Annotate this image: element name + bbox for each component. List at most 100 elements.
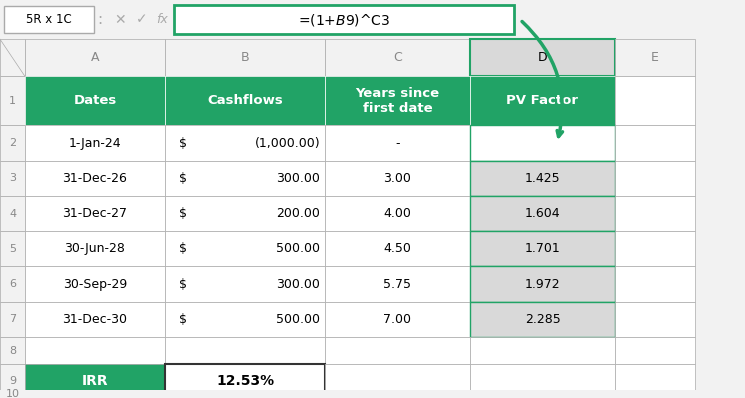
Text: 9: 9 bbox=[9, 376, 16, 386]
Bar bbox=[615, 39, 695, 76]
Bar bbox=[615, 390, 695, 398]
Bar bbox=[165, 196, 325, 231]
Text: C: C bbox=[393, 51, 402, 64]
Bar bbox=[165, 161, 325, 196]
Bar bbox=[325, 267, 470, 302]
Text: 1.604: 1.604 bbox=[524, 207, 560, 220]
Text: 2: 2 bbox=[9, 138, 16, 148]
Text: 6: 6 bbox=[9, 279, 16, 289]
Bar bbox=[165, 125, 325, 161]
Bar bbox=[0, 337, 25, 365]
Text: 500.00: 500.00 bbox=[276, 313, 320, 326]
Text: 1: 1 bbox=[9, 96, 16, 106]
Bar bbox=[325, 390, 470, 398]
Text: IRR: IRR bbox=[82, 374, 108, 388]
Bar bbox=[470, 390, 615, 398]
Bar bbox=[0, 302, 25, 337]
Bar bbox=[470, 196, 615, 231]
Text: 200.00: 200.00 bbox=[276, 207, 320, 220]
Bar bbox=[615, 196, 695, 231]
Bar bbox=[25, 302, 165, 337]
Text: 7.00: 7.00 bbox=[384, 313, 411, 326]
Bar bbox=[470, 302, 615, 337]
Text: $: $ bbox=[179, 278, 187, 291]
Bar bbox=[25, 365, 165, 398]
Bar bbox=[0, 196, 25, 231]
Text: E: E bbox=[651, 51, 659, 64]
Bar bbox=[325, 161, 470, 196]
Bar bbox=[0, 125, 25, 161]
Text: 3.00: 3.00 bbox=[384, 172, 411, 185]
Bar bbox=[25, 125, 165, 161]
Bar bbox=[165, 39, 325, 76]
Text: 1.701: 1.701 bbox=[524, 242, 560, 256]
Bar bbox=[470, 337, 615, 365]
Bar bbox=[615, 76, 695, 125]
Bar bbox=[325, 365, 470, 398]
Bar bbox=[0, 0, 745, 39]
Text: A: A bbox=[91, 51, 99, 64]
Bar bbox=[174, 5, 514, 34]
Bar bbox=[615, 302, 695, 337]
Bar bbox=[165, 76, 325, 125]
Text: 12.53%: 12.53% bbox=[216, 374, 274, 388]
Bar bbox=[25, 76, 165, 125]
Text: 10: 10 bbox=[5, 389, 19, 398]
Text: 5R x 1C: 5R x 1C bbox=[26, 13, 72, 26]
Bar bbox=[25, 267, 165, 302]
Text: PV Factor: PV Factor bbox=[507, 94, 579, 107]
Bar bbox=[325, 231, 470, 267]
Bar bbox=[165, 365, 325, 398]
Bar bbox=[165, 231, 325, 267]
Text: 1.972: 1.972 bbox=[524, 278, 560, 291]
Text: 31-Dec-27: 31-Dec-27 bbox=[63, 207, 127, 220]
Bar bbox=[470, 365, 615, 398]
Bar bbox=[165, 337, 325, 365]
Text: (1,000.00): (1,000.00) bbox=[254, 137, 320, 150]
Text: Cashflows: Cashflows bbox=[207, 94, 283, 107]
Bar bbox=[615, 365, 695, 398]
Text: 300.00: 300.00 bbox=[276, 172, 320, 185]
Bar bbox=[325, 39, 470, 76]
Bar bbox=[165, 267, 325, 302]
Bar bbox=[470, 231, 615, 267]
Text: 31-Dec-30: 31-Dec-30 bbox=[63, 313, 127, 326]
Bar bbox=[615, 125, 695, 161]
Text: $: $ bbox=[179, 137, 187, 150]
Bar bbox=[470, 39, 615, 76]
Text: 3: 3 bbox=[9, 173, 16, 183]
Text: -: - bbox=[396, 137, 400, 150]
Bar bbox=[470, 125, 615, 161]
Bar bbox=[25, 231, 165, 267]
Text: 30-Jun-28: 30-Jun-28 bbox=[65, 242, 125, 256]
Bar bbox=[325, 302, 470, 337]
Text: 2.285: 2.285 bbox=[524, 313, 560, 326]
Text: Years since
first date: Years since first date bbox=[355, 87, 440, 115]
Text: ✓: ✓ bbox=[136, 13, 148, 27]
Text: 4.00: 4.00 bbox=[384, 207, 411, 220]
Bar bbox=[0, 231, 25, 267]
Text: ✕: ✕ bbox=[114, 13, 126, 27]
Bar bbox=[25, 337, 165, 365]
Bar bbox=[470, 267, 615, 302]
Bar bbox=[0, 161, 25, 196]
Text: $: $ bbox=[179, 172, 187, 185]
Bar bbox=[615, 267, 695, 302]
Bar bbox=[615, 337, 695, 365]
Bar bbox=[165, 390, 325, 398]
Bar bbox=[470, 161, 615, 196]
Text: $: $ bbox=[179, 242, 187, 256]
Bar bbox=[25, 161, 165, 196]
Text: :: : bbox=[98, 12, 103, 27]
Text: 500.00: 500.00 bbox=[276, 242, 320, 256]
Bar bbox=[325, 125, 470, 161]
Text: D: D bbox=[538, 51, 548, 64]
Text: Dates: Dates bbox=[73, 94, 117, 107]
Text: 1.425: 1.425 bbox=[524, 172, 560, 185]
Bar bbox=[0, 365, 25, 398]
Bar bbox=[25, 196, 165, 231]
Bar bbox=[4, 6, 94, 33]
Text: 30-Sep-29: 30-Sep-29 bbox=[63, 278, 127, 291]
Text: $: $ bbox=[179, 207, 187, 220]
Text: =(1+$B$9)^C3: =(1+$B$9)^C3 bbox=[298, 12, 390, 27]
